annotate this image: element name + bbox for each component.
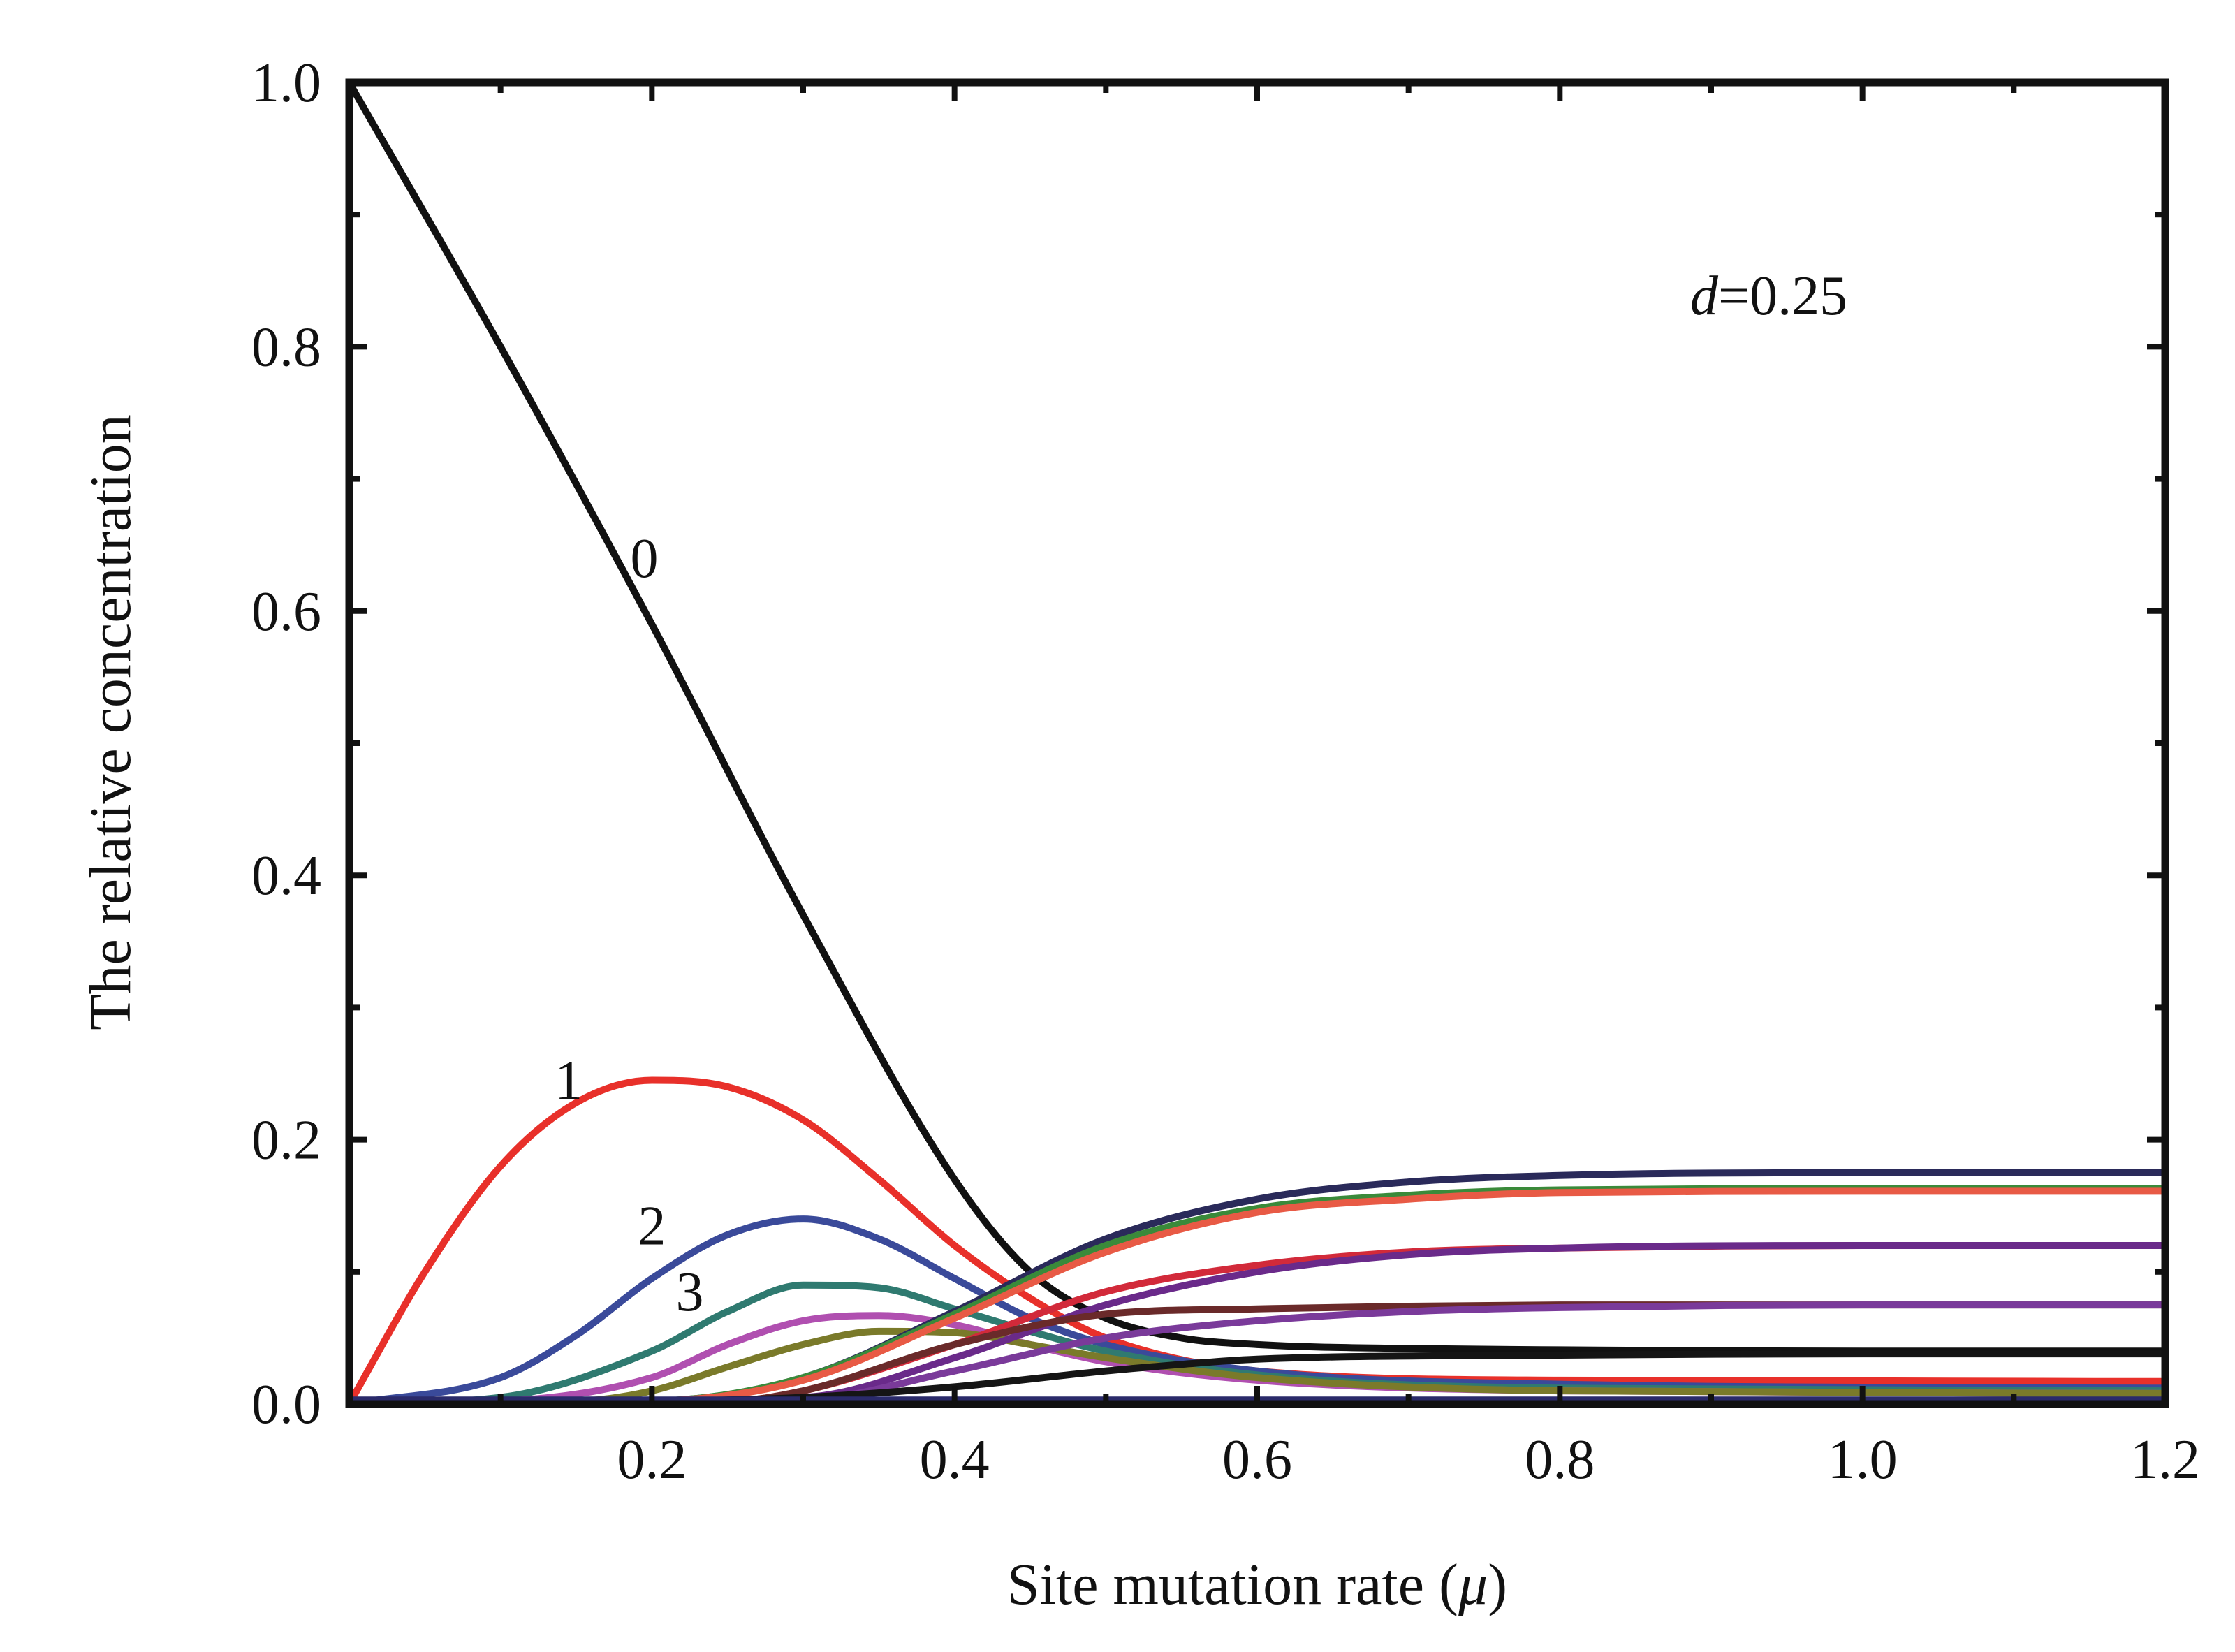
series-line-0 — [346, 79, 2169, 1355]
y-tick-label: 0.4 — [251, 845, 321, 907]
parameter-annotation: d=0.25 — [1690, 265, 1847, 327]
x-tick-label: 0.4 — [920, 1429, 990, 1491]
x-tick-label: 1.0 — [1828, 1429, 1898, 1491]
x-tick-label: 1.2 — [2130, 1429, 2200, 1491]
ticks-group — [346, 80, 2168, 1407]
x-tick-label: 0.6 — [1222, 1429, 1292, 1491]
y-tick-label: 0.2 — [251, 1110, 321, 1171]
y-tick-label: 0.8 — [251, 316, 321, 378]
curve-label: 1 — [555, 1050, 582, 1111]
y-tick-label: 0.6 — [251, 581, 321, 643]
y-axis-title: The relative concentration — [78, 414, 143, 1030]
series-group — [346, 79, 2169, 1408]
series-line-2 — [346, 1215, 2169, 1408]
y-tick-label: 0.0 — [251, 1374, 321, 1435]
x-axis-title-symbol: μ — [1458, 1552, 1488, 1617]
parameter-symbol: d — [1690, 265, 1719, 327]
curve-label: 3 — [676, 1262, 704, 1323]
x-tick-label: 0.2 — [617, 1429, 687, 1491]
x-axis-title: Site mutation rate (μ) — [1007, 1552, 1507, 1617]
curve-labels-group: 0 1 23 — [555, 528, 703, 1323]
curve-label: 2 — [638, 1196, 666, 1257]
curve-label: 0 — [631, 528, 659, 590]
parameter-value: =0.25 — [1718, 265, 1847, 327]
x-axis-title-prefix: Site mutation rate ( — [1007, 1552, 1458, 1617]
x-axis-title-suffix: ) — [1488, 1552, 1507, 1617]
tick-labels-group: 0.2 0.4 0.6 0.8 1.0 1.2 0.0 0.2 0.4 0.6 0.8 1.0 — [251, 52, 2200, 1491]
y-tick-label: 1.0 — [251, 52, 321, 114]
x-tick-label: 0.8 — [1525, 1429, 1595, 1491]
